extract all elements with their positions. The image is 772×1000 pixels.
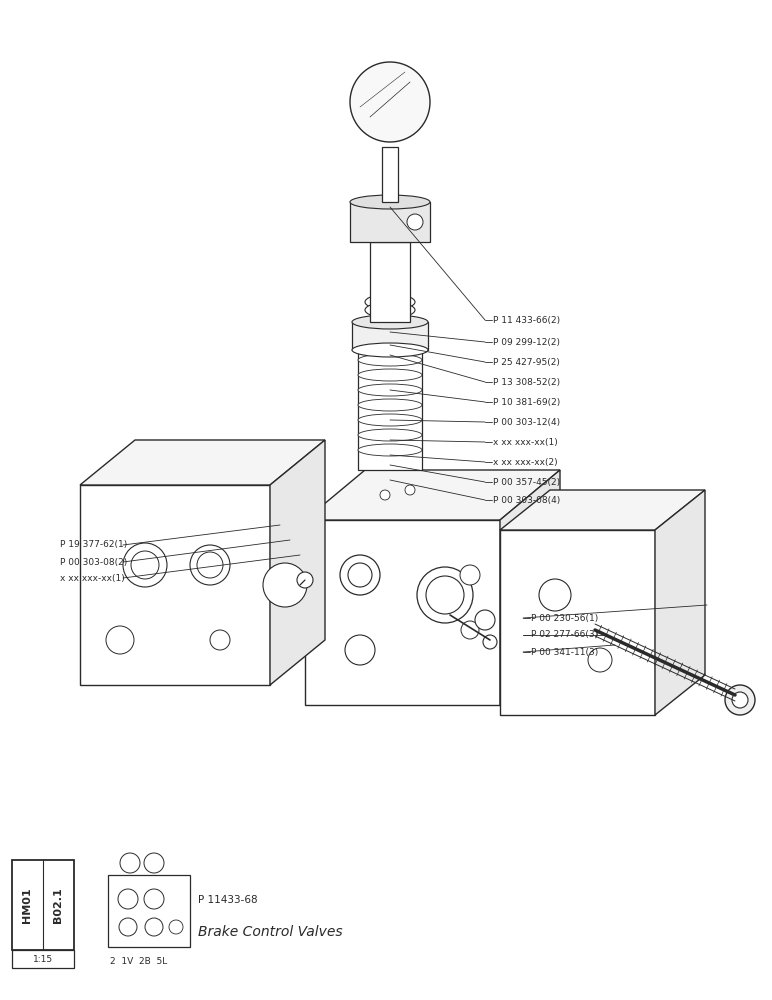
- Ellipse shape: [350, 195, 430, 209]
- Text: x xx xxx-xx(1): x xx xxx-xx(1): [60, 574, 125, 582]
- Bar: [305, 520, 500, 705]
- Circle shape: [131, 551, 159, 579]
- Ellipse shape: [358, 414, 422, 426]
- Bar: [108, 875, 190, 947]
- Text: P 00 357-45(2): P 00 357-45(2): [493, 478, 560, 487]
- Text: P 00 230-56(1): P 00 230-56(1): [531, 613, 598, 622]
- Ellipse shape: [352, 343, 428, 357]
- Circle shape: [350, 62, 430, 142]
- Circle shape: [588, 648, 612, 672]
- Bar: [382, 147, 398, 202]
- Polygon shape: [270, 440, 325, 685]
- Circle shape: [345, 635, 375, 665]
- Ellipse shape: [358, 354, 422, 366]
- Polygon shape: [500, 470, 560, 705]
- Text: HM01: HM01: [22, 887, 32, 923]
- Circle shape: [407, 214, 423, 230]
- Text: P 09 299-12(2): P 09 299-12(2): [493, 338, 560, 347]
- Ellipse shape: [365, 302, 415, 318]
- Circle shape: [483, 635, 497, 649]
- Circle shape: [144, 889, 164, 909]
- Circle shape: [539, 579, 571, 611]
- Text: P 25 427-95(2): P 25 427-95(2): [493, 358, 560, 366]
- Text: P 10 381-69(2): P 10 381-69(2): [493, 397, 560, 406]
- Circle shape: [263, 563, 307, 607]
- Bar: [12, 860, 74, 950]
- Ellipse shape: [352, 315, 428, 329]
- Polygon shape: [305, 470, 560, 520]
- Bar: [350, 202, 430, 242]
- Text: P 00 341-11(3): P 00 341-11(3): [531, 648, 598, 656]
- Circle shape: [106, 626, 134, 654]
- Text: P 11 433-66(2): P 11 433-66(2): [493, 316, 560, 324]
- Ellipse shape: [365, 294, 415, 310]
- Circle shape: [460, 565, 480, 585]
- Ellipse shape: [358, 444, 422, 456]
- Text: P 02 277-66(3): P 02 277-66(3): [531, 631, 598, 640]
- Circle shape: [190, 545, 230, 585]
- Circle shape: [120, 853, 140, 873]
- Circle shape: [405, 485, 415, 495]
- Circle shape: [461, 621, 479, 639]
- Circle shape: [145, 918, 163, 936]
- Text: P 00 303-12(4): P 00 303-12(4): [493, 418, 560, 426]
- Circle shape: [348, 563, 372, 587]
- Text: Brake Control Valves: Brake Control Valves: [198, 925, 343, 939]
- Text: P 19 377-62(1): P 19 377-62(1): [60, 540, 127, 550]
- Circle shape: [119, 918, 137, 936]
- Circle shape: [144, 853, 164, 873]
- Circle shape: [725, 685, 755, 715]
- Polygon shape: [655, 490, 705, 715]
- Text: P 11433-68: P 11433-68: [198, 895, 258, 905]
- Circle shape: [297, 572, 313, 588]
- Bar: [358, 350, 422, 470]
- Text: P 00 303-08(2): P 00 303-08(2): [60, 558, 127, 566]
- Text: B02.1: B02.1: [53, 887, 63, 923]
- Ellipse shape: [358, 399, 422, 411]
- Polygon shape: [80, 440, 325, 485]
- Ellipse shape: [358, 369, 422, 381]
- Circle shape: [426, 576, 464, 614]
- Text: x xx xxx-xx(2): x xx xxx-xx(2): [493, 458, 557, 466]
- Text: 2  1V  2B  5L: 2 1V 2B 5L: [110, 957, 168, 966]
- Polygon shape: [500, 490, 705, 530]
- Text: x xx xxx-xx(1): x xx xxx-xx(1): [493, 438, 557, 446]
- Circle shape: [340, 555, 380, 595]
- Text: P 13 308-52(2): P 13 308-52(2): [493, 377, 560, 386]
- Text: 1:15: 1:15: [33, 954, 53, 964]
- Circle shape: [475, 610, 495, 630]
- Circle shape: [123, 543, 167, 587]
- Circle shape: [169, 920, 183, 934]
- Bar: [352, 322, 428, 350]
- Bar: [370, 242, 410, 322]
- Ellipse shape: [358, 384, 422, 396]
- Bar: [12, 950, 74, 968]
- Bar: [80, 485, 270, 685]
- Ellipse shape: [358, 429, 422, 441]
- Bar: [500, 530, 655, 715]
- Circle shape: [380, 490, 390, 500]
- Circle shape: [118, 889, 138, 909]
- Circle shape: [210, 630, 230, 650]
- Circle shape: [732, 692, 748, 708]
- Text: P 00 303-08(4): P 00 303-08(4): [493, 495, 560, 504]
- Circle shape: [417, 567, 473, 623]
- Circle shape: [197, 552, 223, 578]
